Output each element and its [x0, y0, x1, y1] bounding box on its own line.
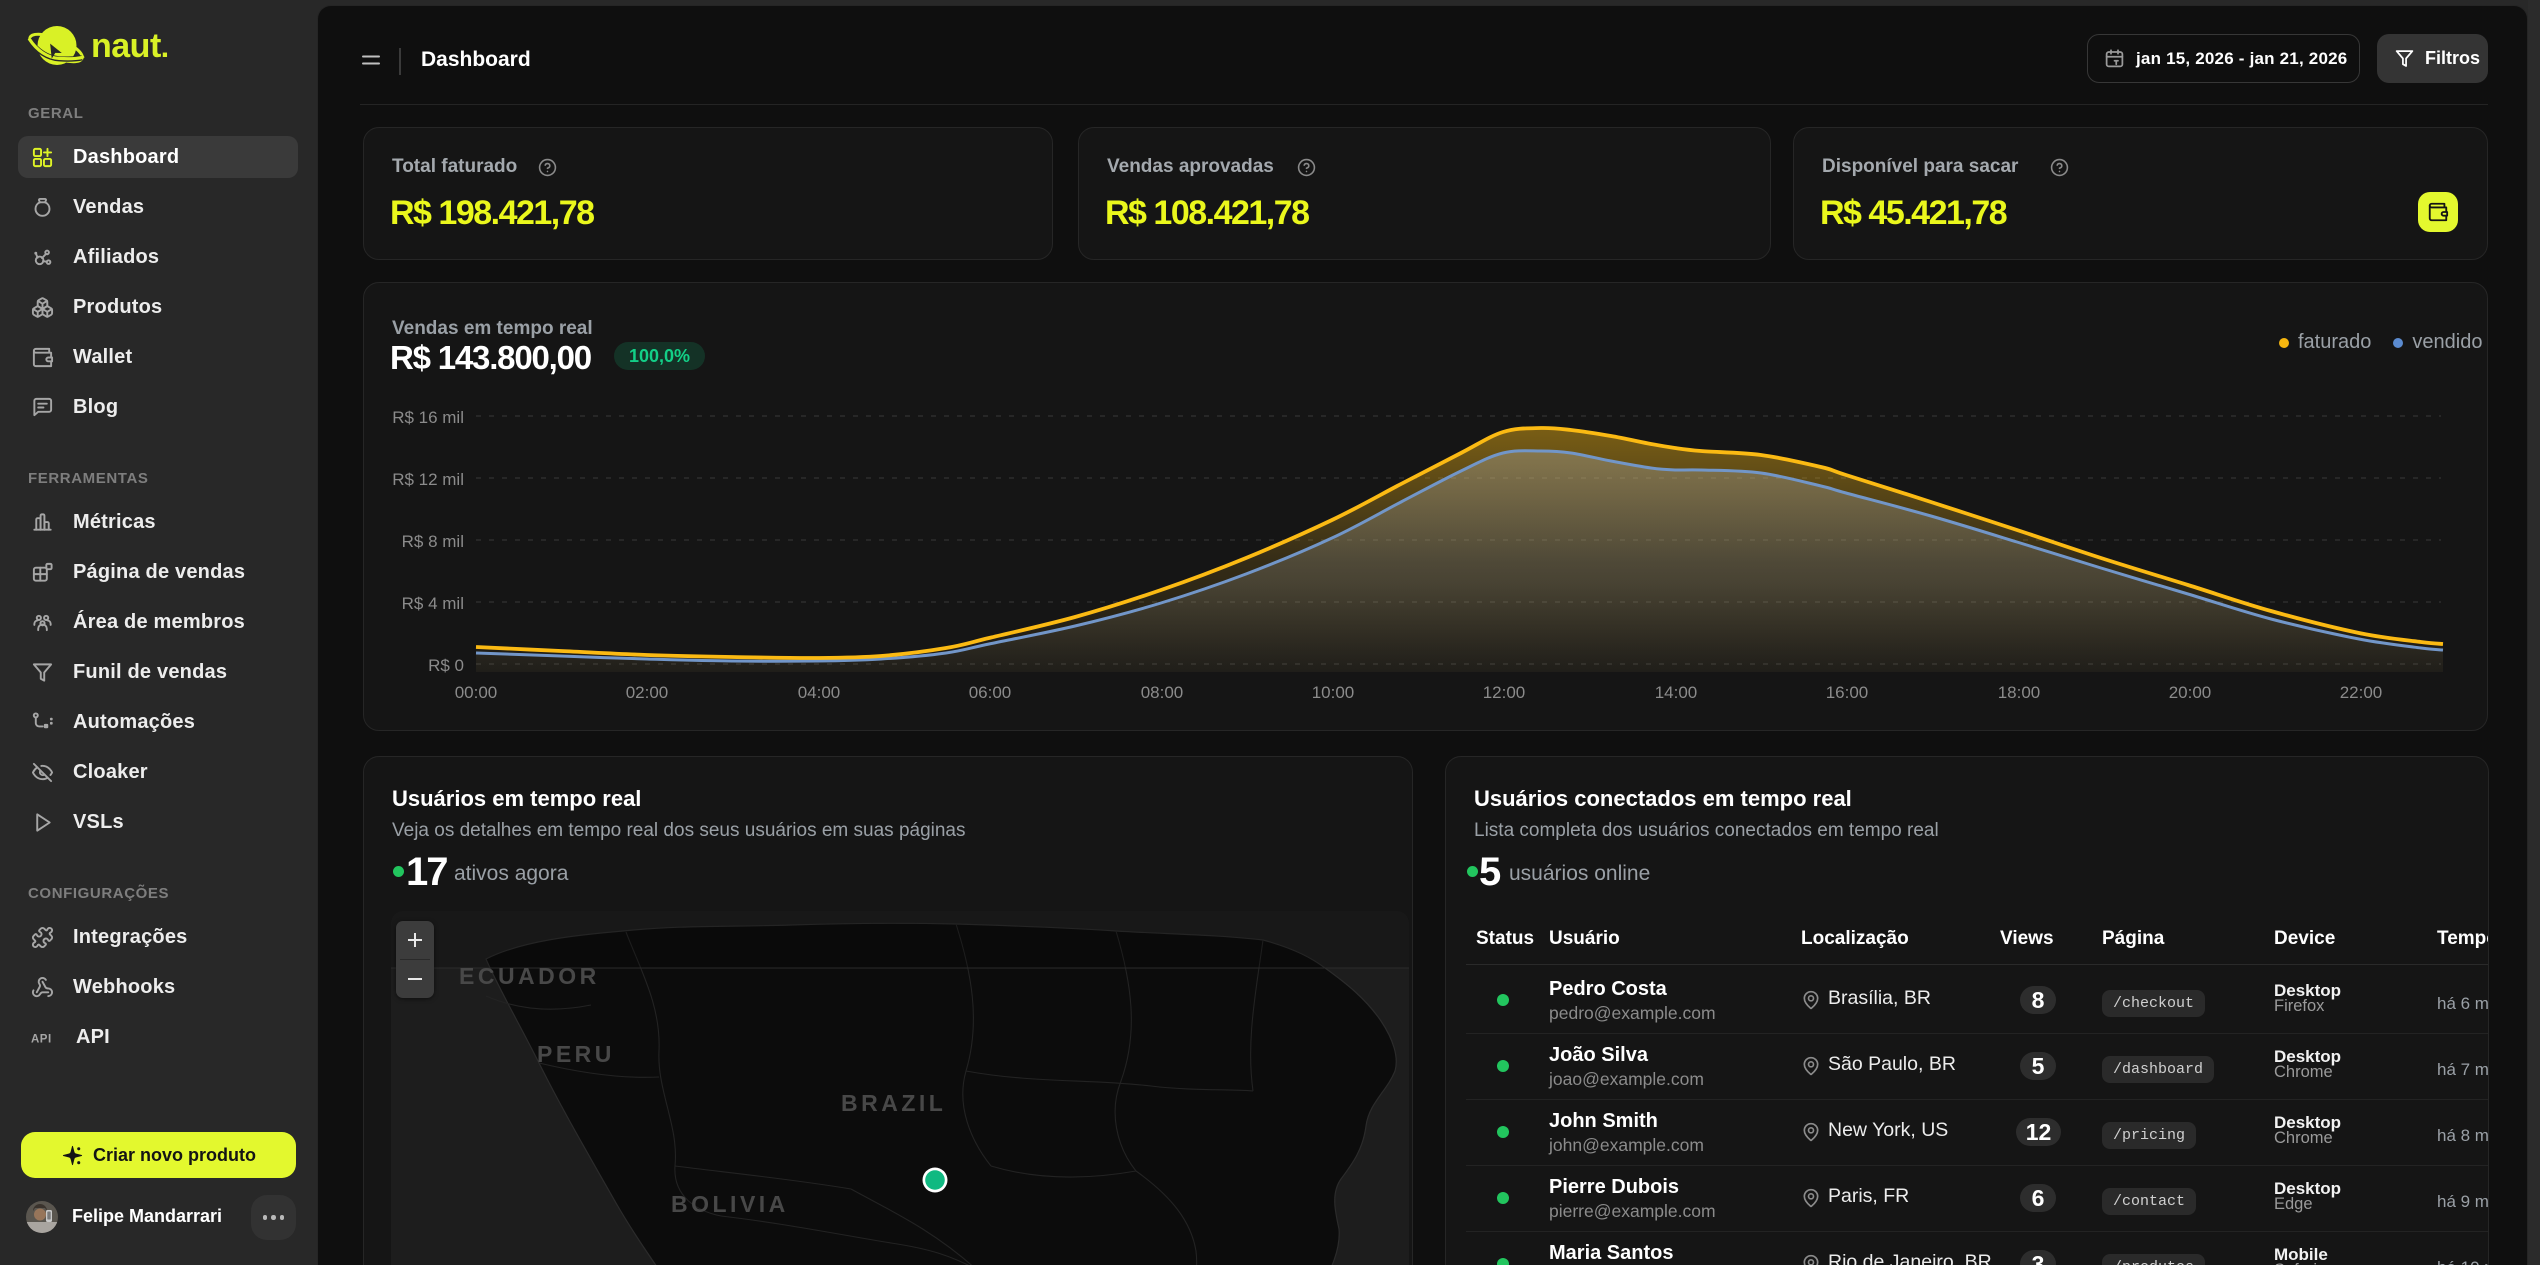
svg-text:API: API: [31, 1033, 52, 1045]
svg-text:R$ 4 mil: R$ 4 mil: [402, 594, 464, 613]
svg-text:10:00: 10:00: [1312, 683, 1355, 702]
svg-text:R$ 8 mil: R$ 8 mil: [402, 532, 464, 551]
svg-text:00:00: 00:00: [455, 683, 498, 702]
svg-text:R$ 16 mil: R$ 16 mil: [392, 408, 464, 427]
svg-text:14:00: 14:00: [1655, 683, 1698, 702]
svg-text:R$ 12 mil: R$ 12 mil: [392, 470, 464, 489]
svg-text:BOLIVIA: BOLIVIA: [671, 1191, 789, 1217]
svg-text:R$ 0: R$ 0: [428, 656, 464, 675]
svg-text:PERU: PERU: [537, 1041, 615, 1067]
svg-text:04:00: 04:00: [798, 683, 841, 702]
svg-text:08:00: 08:00: [1141, 683, 1184, 702]
svg-text:20:00: 20:00: [2169, 683, 2212, 702]
svg-text:16:00: 16:00: [1826, 683, 1869, 702]
svg-text:02:00: 02:00: [626, 683, 669, 702]
svg-text:22:00: 22:00: [2340, 683, 2383, 702]
svg-text:ECUADOR: ECUADOR: [459, 963, 600, 989]
svg-text:12:00: 12:00: [1483, 683, 1526, 702]
svg-text:06:00: 06:00: [969, 683, 1012, 702]
svg-text:18:00: 18:00: [1998, 683, 2041, 702]
svg-text:BRAZIL: BRAZIL: [841, 1090, 946, 1116]
